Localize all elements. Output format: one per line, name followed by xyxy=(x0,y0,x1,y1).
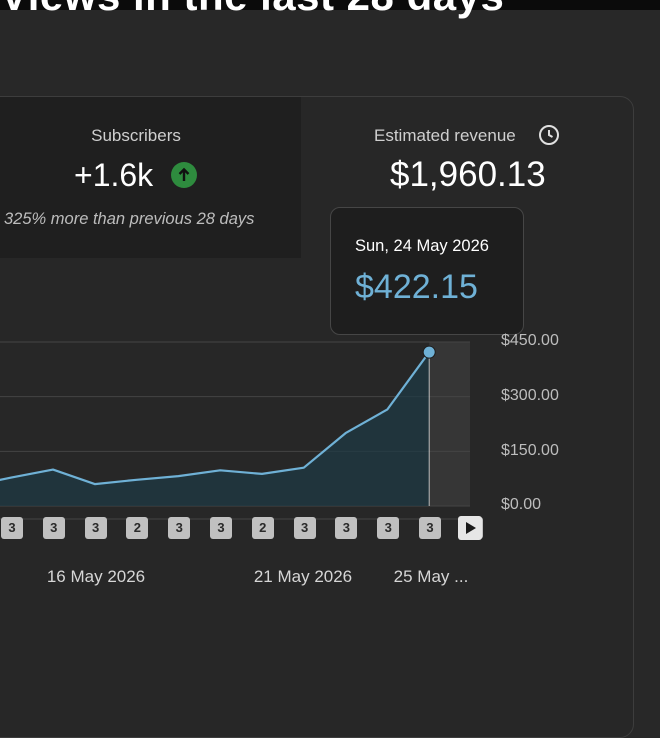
y-tick-label: $0.00 xyxy=(501,496,542,513)
hover-shade xyxy=(429,342,470,506)
arrow-up-icon xyxy=(171,162,197,188)
highlighted-data-point xyxy=(422,345,436,359)
upload-count-badge[interactable]: 3 xyxy=(335,517,358,539)
data-point xyxy=(259,471,265,477)
x-tick-label: 25 May ... xyxy=(393,567,469,586)
data-point xyxy=(343,430,349,436)
upload-count-badge[interactable]: 3 xyxy=(84,517,107,539)
data-point xyxy=(134,477,140,483)
upload-count-badge[interactable]: 2 xyxy=(251,517,274,539)
data-point xyxy=(301,465,307,471)
upload-count-badge[interactable]: 3 xyxy=(210,517,232,539)
data-point xyxy=(217,467,223,473)
subscribers-panel[interactable] xyxy=(0,97,301,258)
revenue-chart[interactable] xyxy=(0,330,500,520)
series-line xyxy=(0,351,431,486)
subscribers-value: +1.6k xyxy=(74,157,154,193)
upload-count-badge[interactable]: 3 xyxy=(42,517,65,539)
upload-count-badge[interactable]: 3 xyxy=(168,517,191,539)
subscribers-label: Subscribers xyxy=(91,126,181,145)
area-fill xyxy=(0,352,430,506)
y-tick-label: $300.00 xyxy=(501,387,559,404)
tooltip-date: Sun, 24 May 2026 xyxy=(355,237,489,255)
subscribers-comparison: 325% more than previous 28 days xyxy=(4,210,255,228)
clock-icon[interactable] xyxy=(537,123,561,147)
x-tick-label: 21 May 2026 xyxy=(253,567,353,586)
data-point xyxy=(8,475,14,481)
data-point xyxy=(175,473,181,479)
upload-count-badge[interactable]: 3 xyxy=(1,517,23,539)
top-bar xyxy=(0,0,660,10)
data-point xyxy=(50,467,56,473)
x-tick-label: 16 May 2026 xyxy=(46,567,146,586)
data-point xyxy=(384,406,390,412)
chart-tooltip: Sun, 24 May 2026 $422.15 xyxy=(330,207,524,335)
data-point xyxy=(92,481,98,487)
play-icon[interactable] xyxy=(458,516,482,540)
y-tick-label: $450.00 xyxy=(501,332,559,349)
revenue-label: Estimated revenue xyxy=(374,126,516,145)
revenue-value: $1,960.13 xyxy=(390,155,546,194)
upload-count-badge[interactable]: 3 xyxy=(377,517,400,539)
upload-count-badge[interactable]: 3 xyxy=(293,517,316,539)
y-tick-label: $150.00 xyxy=(501,442,559,459)
upload-count-badge[interactable]: 3 xyxy=(419,517,441,539)
tooltip-value: $422.15 xyxy=(355,268,478,306)
upload-count-badge[interactable]: 2 xyxy=(126,517,149,539)
page-title: Views in the last 28 days xyxy=(0,0,504,20)
